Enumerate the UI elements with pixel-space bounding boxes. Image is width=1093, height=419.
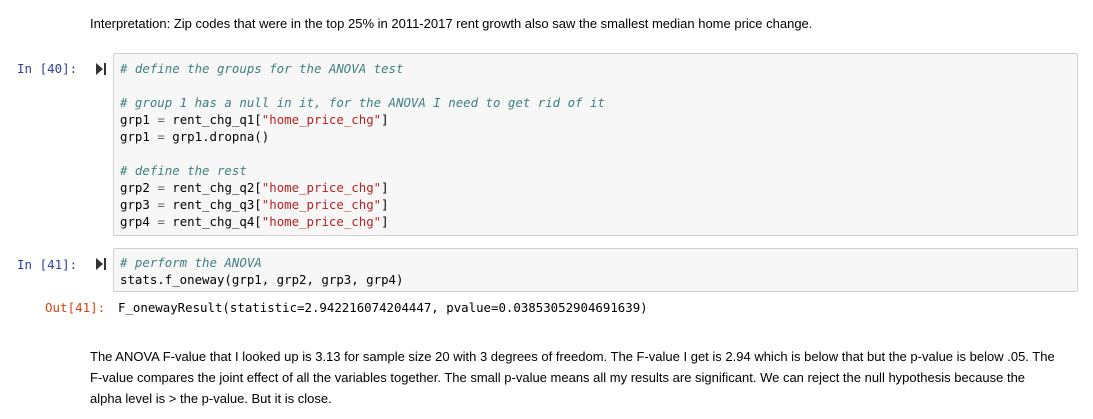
code-token: grp2 <box>120 180 150 195</box>
code-comment: # define the groups for the ANOVA test <box>120 61 403 76</box>
code-token: rent_chg_q2[ <box>172 180 262 195</box>
code-operator: = <box>157 197 164 212</box>
code-token: stats.f_oneway(grp1, grp2, grp3, grp4) <box>120 272 403 287</box>
code-string: "home_price_chg" <box>262 214 381 229</box>
code-comment: # define the rest <box>120 163 247 178</box>
code-token: grp1 <box>120 112 150 127</box>
code-token: rent_chg_q3[ <box>172 197 262 212</box>
markdown-interpretation: Interpretation: Zip codes that were in t… <box>90 13 1080 34</box>
in-prompt-41: In [41]: <box>17 257 77 272</box>
code-token: rent_chg_q4[ <box>172 214 262 229</box>
in-prompt-40: In [40]: <box>17 61 77 76</box>
code-token: ] <box>381 180 388 195</box>
cell-output-41: F_onewayResult(statistic=2.9422160742044… <box>118 300 648 315</box>
code-comment: # perform the ANOVA <box>120 255 262 270</box>
markdown-anova-explanation: The ANOVA F-value that I looked up is 3.… <box>90 346 1055 409</box>
run-cell-icon[interactable] <box>96 63 106 75</box>
code-comment: # group 1 has a null in it, for the ANOV… <box>120 95 605 110</box>
code-operator: = <box>157 112 164 127</box>
code-token: rent_chg_q1[ <box>172 112 262 127</box>
code-token: grp1.dropna() <box>172 129 269 144</box>
code-input-41[interactable]: # perform the ANOVA stats.f_oneway(grp1,… <box>120 254 403 288</box>
code-input-40[interactable]: # define the groups for the ANOVA test #… <box>120 60 605 230</box>
code-token: ] <box>381 197 388 212</box>
code-token: grp1 <box>120 129 150 144</box>
code-operator: = <box>157 180 164 195</box>
code-string: "home_price_chg" <box>262 197 381 212</box>
code-string: "home_price_chg" <box>262 180 381 195</box>
code-token: grp3 <box>120 197 150 212</box>
code-string: "home_price_chg" <box>262 112 381 127</box>
code-cell-41[interactable]: # perform the ANOVA stats.f_oneway(grp1,… <box>113 248 1078 292</box>
code-operator: = <box>157 129 164 144</box>
code-token: grp4 <box>120 214 150 229</box>
run-cell-icon[interactable] <box>96 258 106 270</box>
code-token: ] <box>381 214 388 229</box>
code-operator: = <box>157 214 164 229</box>
out-prompt-41: Out[41]: <box>45 300 105 315</box>
code-cell-40[interactable]: # define the groups for the ANOVA test #… <box>113 53 1078 236</box>
code-token: ] <box>381 112 388 127</box>
